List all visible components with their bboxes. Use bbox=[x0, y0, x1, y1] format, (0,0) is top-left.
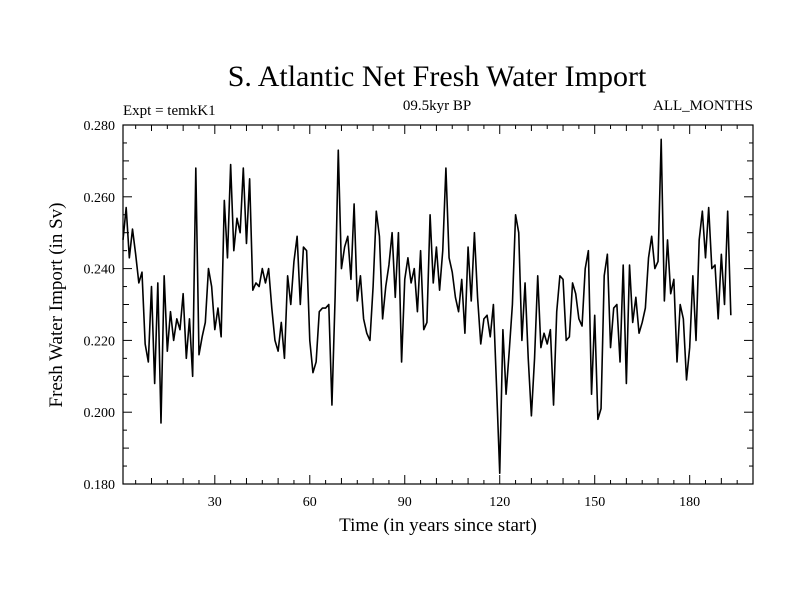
experiment-label: Expt = temkK1 bbox=[123, 103, 216, 119]
x-axis: 30 60 90 120 150 180 bbox=[135, 125, 738, 510]
x-tick-label: 60 bbox=[303, 495, 317, 510]
y-tick-label: 0.200 bbox=[84, 406, 116, 421]
y-tick-label: 0.240 bbox=[84, 263, 116, 278]
y-tick-label: 0.280 bbox=[84, 119, 116, 134]
x-tick-label: 90 bbox=[398, 495, 412, 510]
x-tick-label: 180 bbox=[679, 495, 700, 510]
y-tick-label: 0.180 bbox=[84, 478, 116, 493]
chart-subtitle: 09.5kyr BP bbox=[403, 98, 471, 114]
plot-area-frame bbox=[122, 124, 754, 485]
y-axis-label: Fresh Water Import (in Sv) bbox=[46, 203, 67, 408]
months-label: ALL_MONTHS bbox=[653, 98, 753, 114]
x-tick-label: 120 bbox=[489, 495, 510, 510]
y-tick-label: 0.260 bbox=[84, 191, 116, 206]
y-axis: 0.180 0.200 0.220 0.240 0.260 0.280 bbox=[84, 119, 753, 493]
y-tick-label: 0.220 bbox=[84, 334, 116, 349]
chart-title: S. Atlantic Net Fresh Water Import bbox=[228, 60, 647, 93]
x-axis-label: Time (in years since start) bbox=[339, 515, 537, 536]
series-line-fresh-water-import bbox=[122, 138, 732, 475]
x-tick-label: 30 bbox=[208, 495, 222, 510]
x-tick-label: 150 bbox=[584, 495, 605, 510]
